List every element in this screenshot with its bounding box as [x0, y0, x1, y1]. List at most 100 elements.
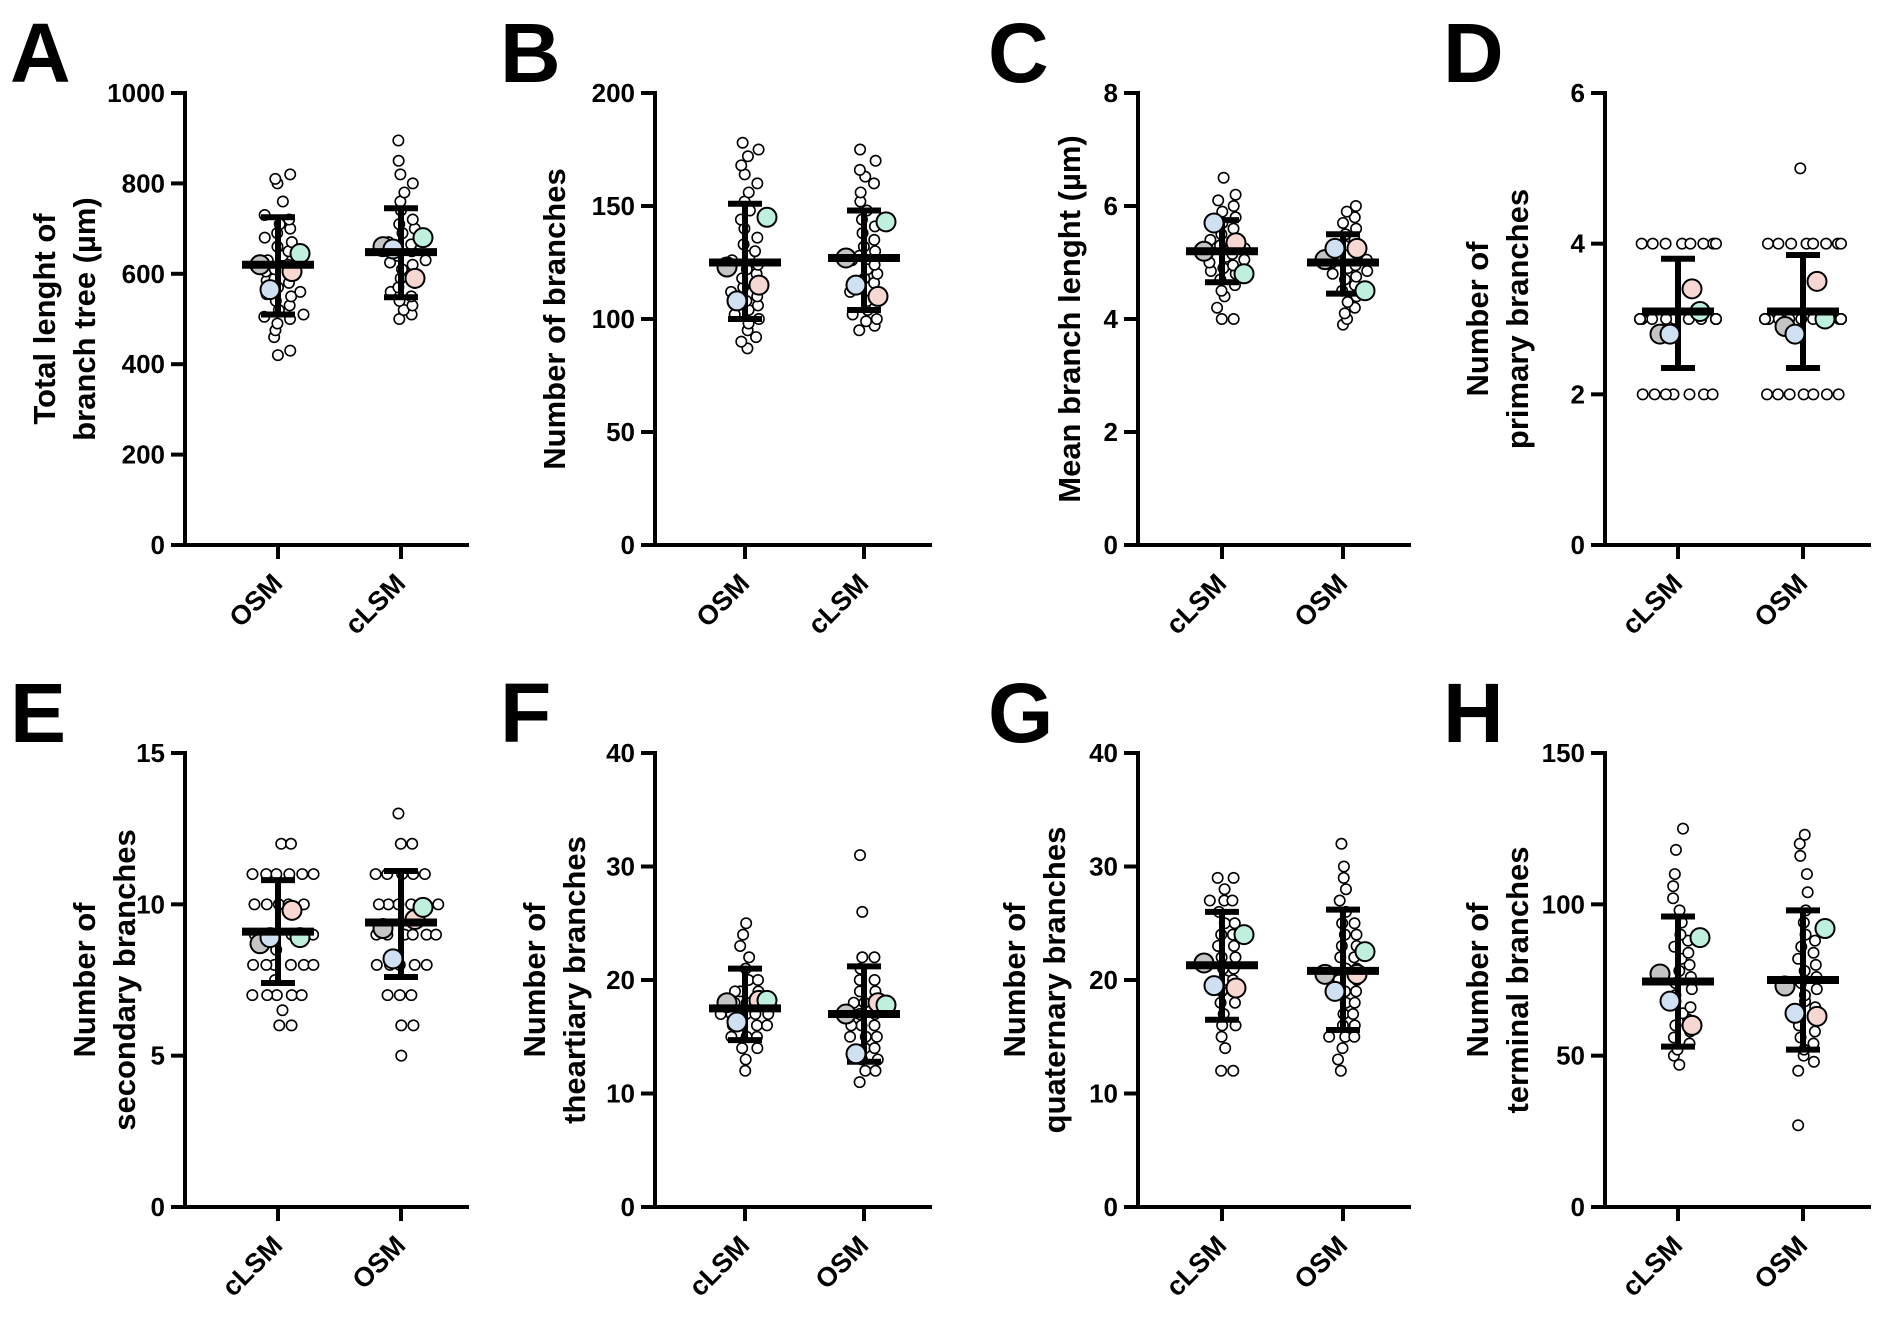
data-point — [751, 231, 764, 244]
data-point — [749, 245, 762, 258]
data-point — [1783, 388, 1796, 401]
data-point — [370, 958, 383, 971]
data-point — [1668, 868, 1681, 881]
data-point — [381, 989, 394, 1002]
y-tick-label: 20 — [1089, 965, 1118, 995]
replicate-mean-point — [259, 279, 281, 301]
data-point — [372, 898, 385, 911]
data-point — [750, 1019, 763, 1032]
data-point — [853, 163, 866, 176]
data-point — [1801, 886, 1814, 899]
replicate-mean-point — [1806, 1005, 1828, 1027]
data-point — [853, 1076, 866, 1089]
data-point — [1710, 237, 1723, 250]
replicate-mean-point — [404, 267, 426, 289]
data-point — [1820, 237, 1833, 250]
data-point — [856, 951, 869, 964]
data-point — [1807, 388, 1820, 401]
data-point — [1683, 388, 1696, 401]
data-point — [1785, 237, 1798, 250]
data-point — [1215, 1030, 1228, 1043]
data-point — [1835, 312, 1848, 325]
data-point — [736, 136, 749, 149]
category-label: cLSM — [216, 1230, 288, 1302]
data-point — [269, 172, 282, 185]
replicate-mean-point — [1806, 270, 1828, 292]
data-point — [273, 1019, 286, 1032]
data-point — [1835, 237, 1848, 250]
y-tick-label: 0 — [1571, 530, 1585, 560]
replicate-mean-point — [1689, 927, 1711, 949]
data-point — [1350, 985, 1363, 998]
category-label: cLSM — [1616, 1230, 1688, 1302]
panel-c: C 0 2 4 6 8 Mean branch lenght (µm) cLSM OSM — [988, 6, 1411, 640]
panel-letter: B — [500, 6, 561, 100]
data-point — [1659, 388, 1672, 401]
data-point — [395, 1019, 408, 1032]
replicate-mean-point — [845, 1043, 867, 1065]
data-point — [1820, 388, 1833, 401]
data-point — [260, 958, 273, 971]
data-point — [740, 917, 753, 930]
data-point — [856, 905, 869, 918]
data-point — [870, 1030, 883, 1043]
data-point — [1772, 237, 1785, 250]
replicate-mean-point — [726, 290, 748, 312]
data-point — [854, 186, 867, 199]
data-point — [1338, 307, 1351, 320]
y-tick-label: 0 — [151, 530, 165, 560]
replicate-mean-point — [756, 206, 778, 228]
data-point — [1772, 388, 1785, 401]
y-tick-label: 6 — [1104, 191, 1118, 221]
data-point — [406, 177, 419, 190]
data-point — [742, 186, 755, 199]
data-point — [868, 951, 881, 964]
data-point — [751, 1042, 764, 1055]
y-tick-label: 0 — [151, 1192, 165, 1222]
data-point — [1211, 301, 1224, 314]
panel-h: H 0 50 100 150 Number of terminal branches cLSM… — [1443, 666, 1871, 1302]
y-tick-label: 4 — [1104, 304, 1119, 334]
data-point — [1832, 388, 1845, 401]
data-point — [1759, 312, 1772, 325]
data-point — [294, 285, 307, 298]
y-tick-label: 400 — [122, 349, 165, 379]
y-axis-label: Number of branches — [537, 168, 572, 469]
data-point — [743, 951, 756, 964]
data-point — [398, 186, 411, 199]
data-point — [284, 958, 297, 971]
replicate-mean-point — [748, 274, 770, 296]
y-axis-label: branch tree (µm) — [67, 197, 102, 441]
data-point — [1646, 237, 1659, 250]
data-point — [1673, 1058, 1686, 1071]
data-point — [406, 213, 419, 226]
y-axis-label: Number of — [1460, 902, 1495, 1058]
data-point — [1323, 1030, 1336, 1043]
data-point — [246, 868, 259, 881]
y-tick-label: 20 — [606, 965, 635, 995]
data-point — [406, 837, 419, 850]
data-point — [275, 837, 288, 850]
y-axis-label: theartiary branches — [557, 836, 592, 1124]
y-tick-label: 8 — [1104, 78, 1118, 108]
data-point — [405, 989, 418, 1002]
panel-e: E 0 5 10 15 Number of secondary branches cLSM OS… — [10, 666, 469, 1302]
y-axis-label: Total lenght of — [27, 213, 62, 425]
data-point — [737, 928, 750, 941]
y-tick-label: 10 — [1089, 1079, 1118, 1109]
data-point — [1228, 996, 1241, 1009]
data-point — [1334, 1064, 1347, 1077]
data-point — [734, 939, 747, 952]
data-point — [260, 898, 273, 911]
y-tick-label: 2 — [1104, 417, 1118, 447]
panel-b: B 0 50 100 150 200 Number of branches OSM cLSM — [500, 6, 932, 640]
y-axis-label: terminal branches — [1500, 846, 1535, 1113]
category-label: OSM — [691, 568, 756, 633]
data-point — [1332, 1053, 1345, 1066]
data-point — [392, 807, 405, 820]
data-point — [1336, 1042, 1349, 1055]
data-point — [1797, 388, 1810, 401]
data-point — [418, 868, 431, 881]
replicate-mean-point — [382, 948, 404, 970]
